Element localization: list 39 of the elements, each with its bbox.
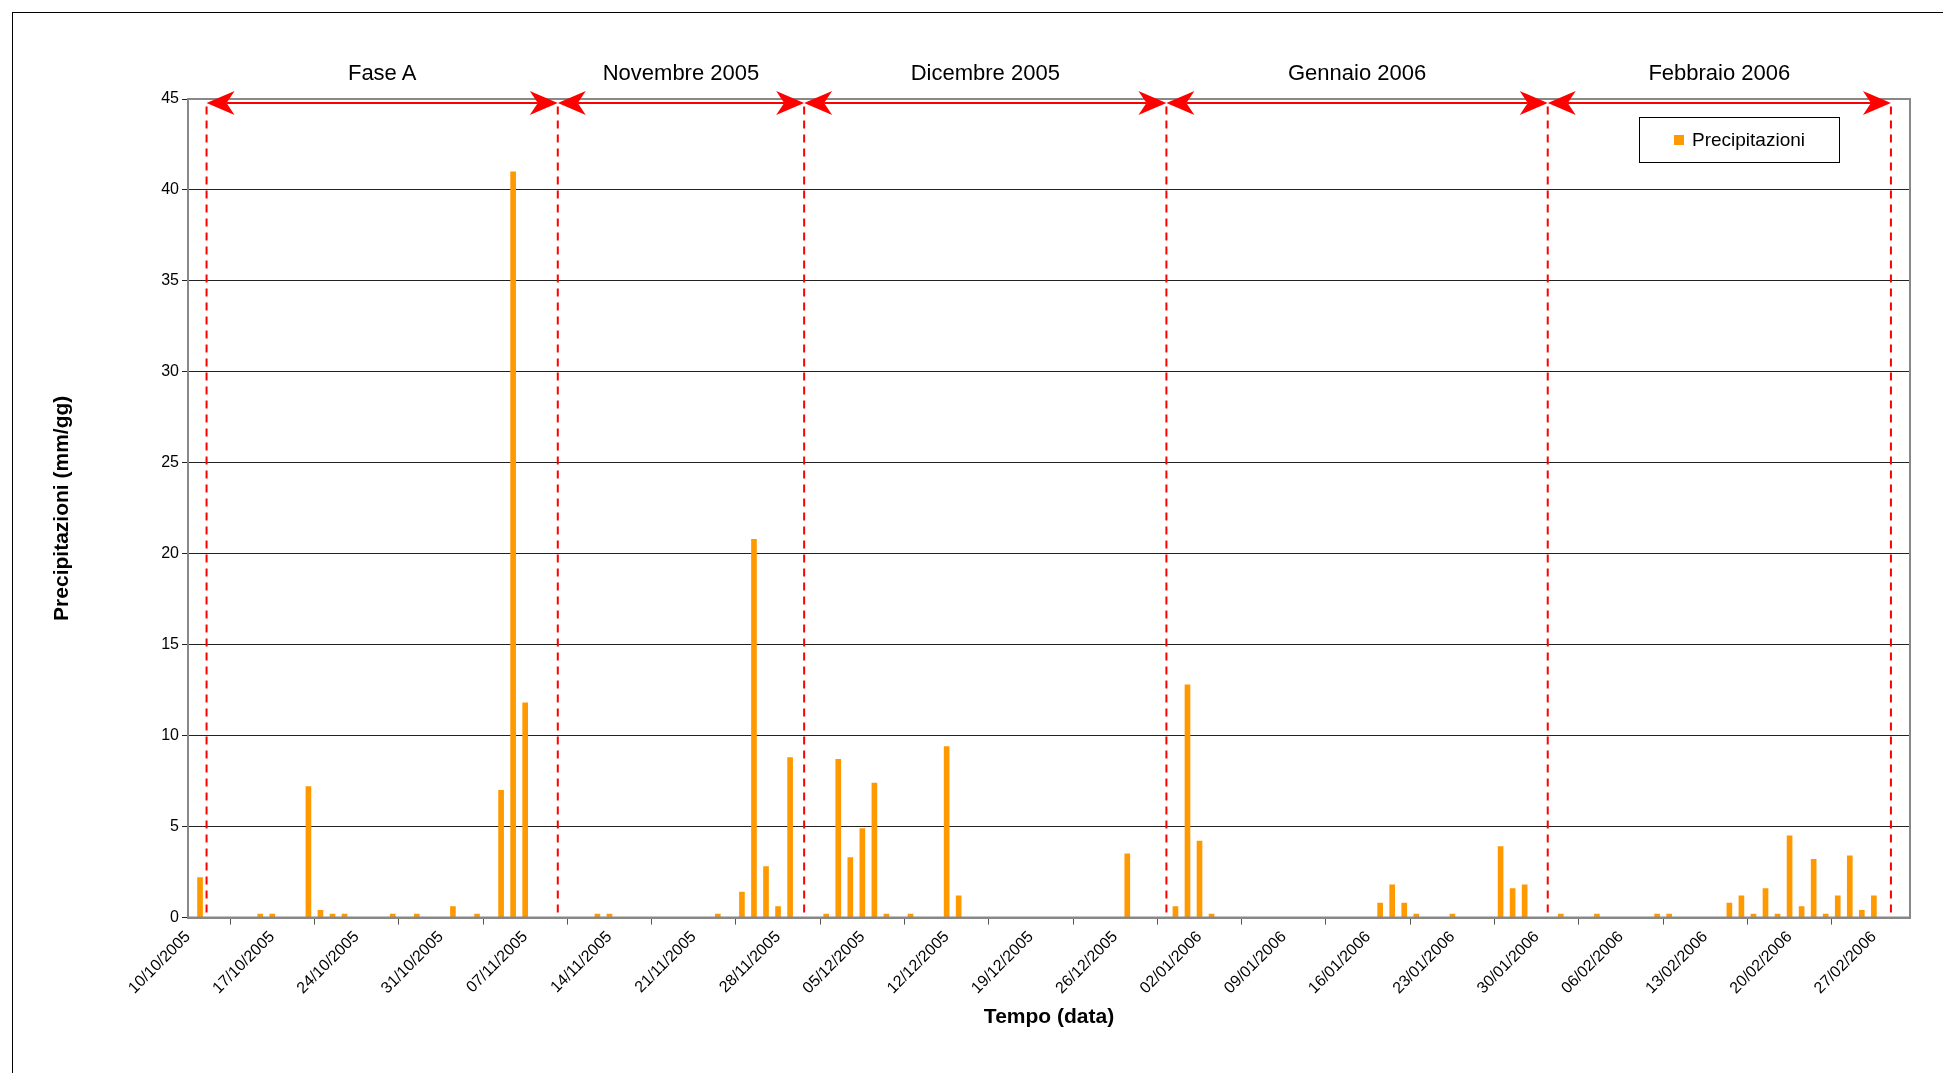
bar [847, 857, 854, 918]
bar [498, 789, 504, 918]
bar [1124, 853, 1131, 918]
bar [835, 759, 842, 918]
bar [955, 895, 962, 918]
y-tick-label: 25 [161, 453, 180, 471]
bar [1859, 909, 1865, 918]
bar [787, 757, 793, 918]
y-axis-title: Precipitazioni (mm/gg) [49, 395, 73, 621]
y-tick-label: 30 [161, 362, 180, 380]
bar [197, 877, 203, 918]
y-tick-label: 15 [161, 635, 180, 653]
x-axis-title: Tempo (data) [983, 1004, 1115, 1028]
y-tick-label: 5 [170, 817, 180, 835]
bar [1389, 884, 1396, 918]
y-tick-label: 35 [161, 271, 180, 289]
y-tick-label: 0 [170, 908, 180, 926]
bar [739, 891, 745, 918]
legend-label: Precipitazioni [1692, 129, 1805, 151]
text: Fase A [347, 60, 417, 86]
bar [1834, 895, 1841, 918]
text: Dicembre 2005 [910, 60, 1060, 86]
bar [1401, 902, 1408, 918]
y-tick-label: 10 [161, 726, 180, 744]
y-tick-label: 20 [161, 544, 180, 562]
y-tick-label: 45 [161, 89, 180, 107]
text: Gennaio 2006 [1287, 60, 1427, 86]
bar [763, 866, 769, 918]
bar [1846, 855, 1853, 918]
bar [522, 702, 529, 918]
y-tick-label: 40 [161, 180, 180, 198]
bar [751, 538, 757, 918]
bar [450, 906, 456, 918]
bar [510, 171, 516, 918]
bar [1871, 895, 1877, 918]
bar [775, 906, 781, 918]
text: Novembre 2005 [602, 60, 760, 86]
text: Febbraio 2006 [1648, 60, 1791, 86]
bar [1377, 902, 1383, 918]
